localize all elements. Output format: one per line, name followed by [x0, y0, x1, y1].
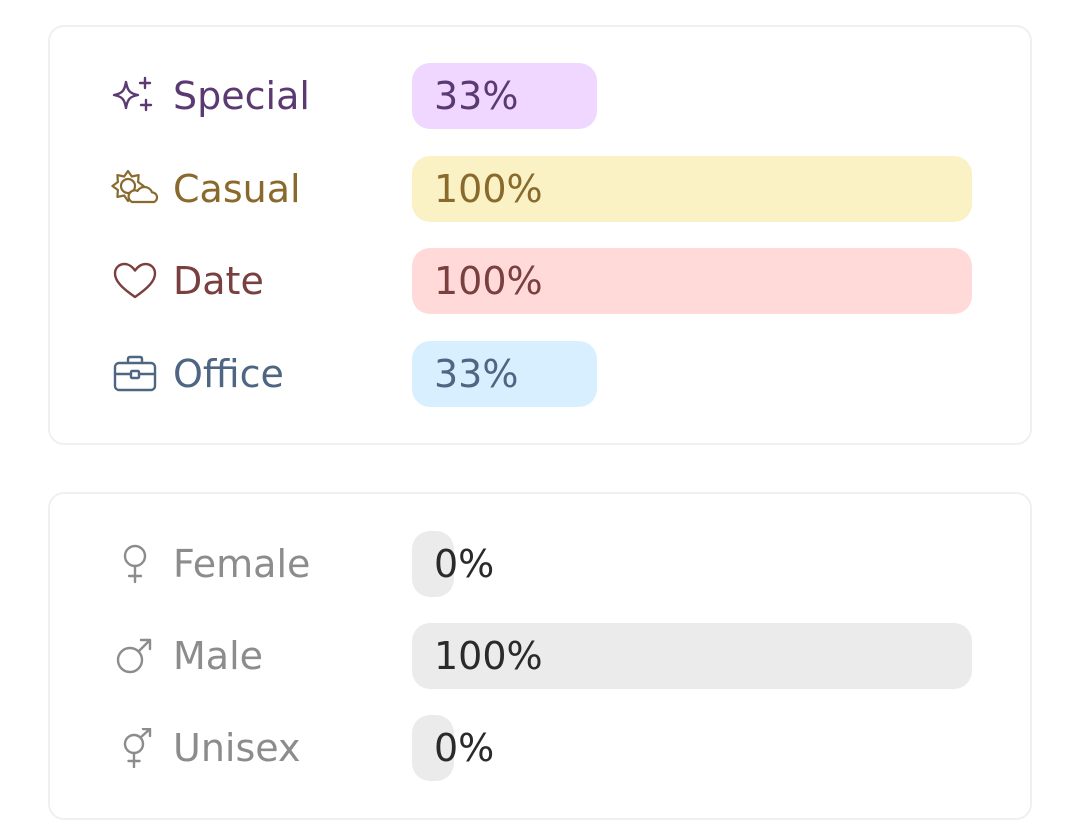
occasion-label: Special	[173, 74, 310, 118]
percent-value: 33%	[434, 352, 519, 396]
percent-value: 100%	[434, 634, 543, 678]
unisex-icon	[110, 728, 158, 768]
percent-value: 0%	[434, 726, 495, 770]
percent-value: 0%	[434, 542, 495, 586]
percent-value: 100%	[434, 167, 543, 211]
gender-label: Unisex	[173, 726, 301, 770]
occasion-progress-bar: 100%	[412, 248, 972, 314]
gender-progress-bar: 0%	[412, 715, 972, 781]
progress-fill	[412, 156, 972, 222]
occasion-progress-bar: 33%	[412, 341, 972, 407]
male-icon	[110, 636, 158, 676]
progress-fill	[412, 715, 454, 781]
heart-icon	[110, 261, 158, 301]
progress-fill	[412, 623, 972, 689]
gender-row-unisex: Unisex 0%	[50, 715, 1030, 781]
occasion-row-office: Office 33%	[50, 341, 1030, 407]
gender-label: Female	[173, 542, 311, 586]
female-icon	[110, 544, 158, 584]
progress-fill	[412, 341, 597, 407]
briefcase-icon	[110, 354, 158, 394]
progress-fill	[412, 63, 597, 129]
gender-card: Female 0% Male 100% Unisex	[48, 492, 1032, 820]
sun-cloud-icon	[110, 169, 158, 209]
occasion-label: Casual	[173, 167, 301, 211]
occasion-row-date: Date 100%	[50, 248, 1030, 314]
gender-label: Male	[173, 634, 264, 678]
sparkles-icon	[110, 76, 158, 116]
occasion-progress-bar: 100%	[412, 156, 972, 222]
gender-row-female: Female 0%	[50, 531, 1030, 597]
occasion-row-casual: Casual 100%	[50, 156, 1030, 222]
percent-value: 100%	[434, 259, 543, 303]
gender-row-male: Male 100%	[50, 623, 1030, 689]
progress-fill	[412, 531, 454, 597]
percent-value: 33%	[434, 74, 519, 118]
gender-progress-bar: 100%	[412, 623, 972, 689]
gender-progress-bar: 0%	[412, 531, 972, 597]
occasion-label: Date	[173, 259, 264, 303]
progress-fill	[412, 248, 972, 314]
occasion-row-special: Special 33%	[50, 63, 1030, 129]
occasion-card: Special 33% Casual 100% Date 1	[48, 25, 1032, 445]
occasion-progress-bar: 33%	[412, 63, 972, 129]
occasion-label: Office	[173, 352, 284, 396]
